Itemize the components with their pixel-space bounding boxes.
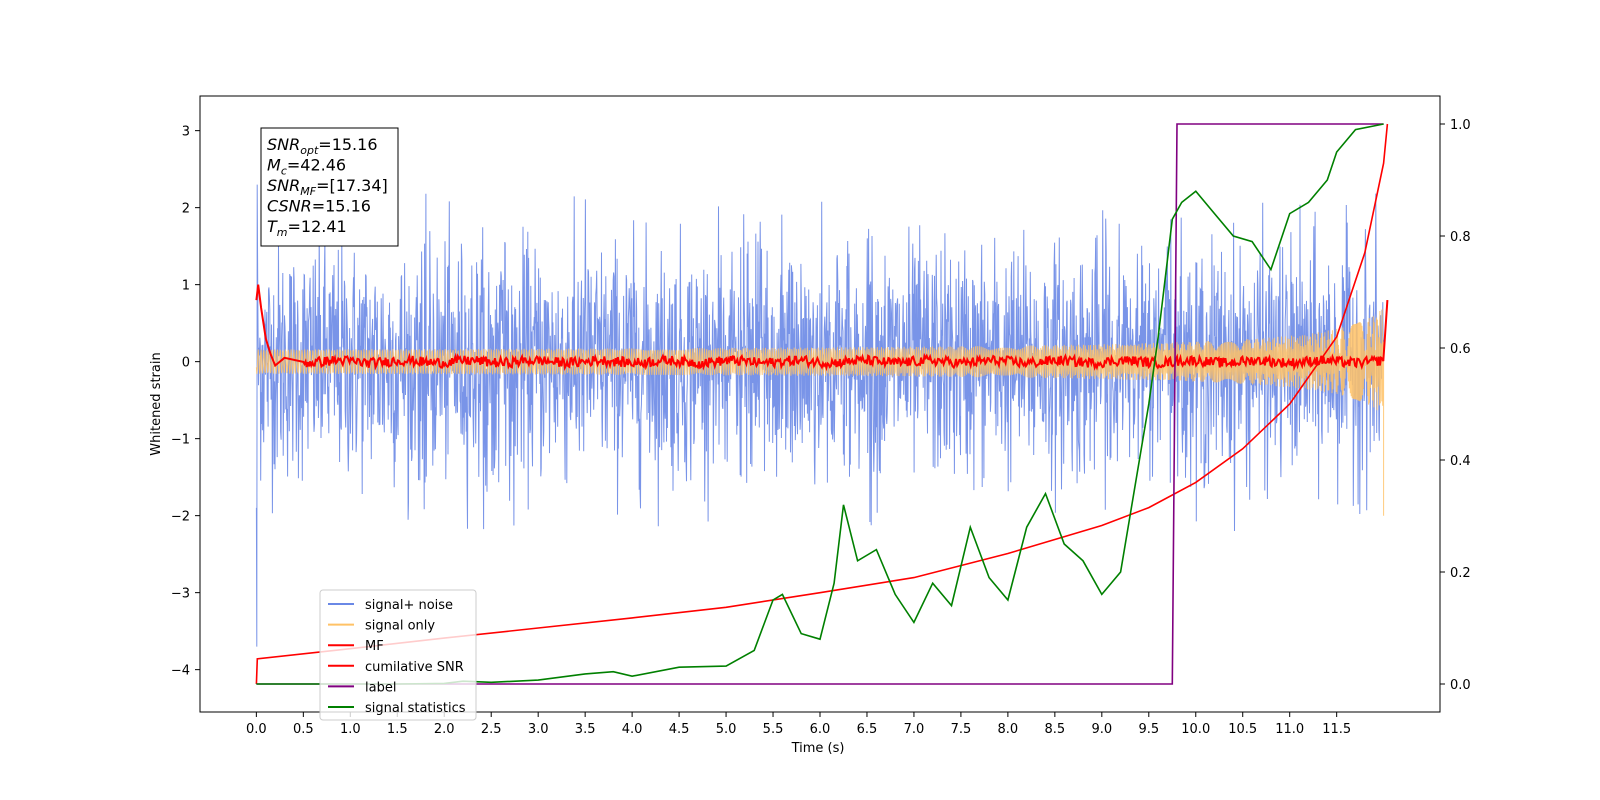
series-signal-only bbox=[255, 309, 1385, 516]
y-axis-left: 3 2 1 0 −1 −2 −3 −4 bbox=[171, 125, 200, 679]
series-signal-noise bbox=[255, 184, 1385, 647]
x-tick-label: 2.0 bbox=[434, 722, 455, 737]
legend-label: cumilative SNR bbox=[365, 660, 464, 675]
y-axis-label: Whitened strain bbox=[149, 352, 164, 455]
x-tick-label: 5.0 bbox=[716, 722, 737, 737]
legend: signal+ noise signal only MF cumilative SNR… bbox=[319, 589, 477, 721]
x-tick-label: 9.5 bbox=[1138, 722, 1159, 737]
x-tick-label: 11.0 bbox=[1275, 722, 1304, 737]
y-axis-right: 1.0 0.8 0.6 0.4 0.2 0.0 bbox=[1440, 118, 1471, 693]
x-tick-label: 4.0 bbox=[622, 722, 643, 737]
x-tick-label: 8.5 bbox=[1045, 722, 1066, 737]
y-right-tick-label: 0.6 bbox=[1450, 342, 1471, 357]
legend-label: MF bbox=[365, 639, 384, 654]
info-line: Tm=12.41 bbox=[267, 217, 347, 239]
series-label bbox=[256, 123, 1384, 685]
x-tick-label: 10.0 bbox=[1181, 722, 1210, 737]
x-tick-label: 1.0 bbox=[340, 722, 361, 737]
x-tick-label: 3.0 bbox=[528, 722, 549, 737]
x-tick-label: 9.0 bbox=[1091, 722, 1112, 737]
y-right-tick-label: 0.4 bbox=[1450, 454, 1471, 469]
legend-label: signal+ noise bbox=[365, 598, 453, 613]
legend-frame bbox=[319, 589, 477, 721]
series-signal-statistics bbox=[256, 123, 1384, 685]
x-tick-label: 8.0 bbox=[998, 722, 1019, 737]
info-line: CSNR=15.16 bbox=[267, 197, 371, 216]
info-box: SNRopt=15.16Mc=42.46SNRMF=[17.34]CSNR=15… bbox=[260, 127, 399, 247]
y-tick-label: −2 bbox=[171, 510, 190, 525]
info-line: SNRMF=[17.34] bbox=[267, 176, 388, 198]
y-tick-label: −1 bbox=[171, 433, 190, 448]
y-tick-label: 0 bbox=[182, 356, 190, 371]
info-line: Mc=42.46 bbox=[267, 156, 346, 178]
legend-label: label bbox=[365, 680, 396, 695]
x-tick-label: 10.5 bbox=[1228, 722, 1257, 737]
legend-label: signal only bbox=[365, 619, 435, 634]
x-tick-label: 6.0 bbox=[810, 722, 831, 737]
x-tick-label: 6.5 bbox=[857, 722, 878, 737]
info-box-frame bbox=[260, 127, 399, 247]
y-tick-label: 2 bbox=[182, 202, 190, 217]
x-axis-label: Time (s) bbox=[791, 741, 845, 756]
y-right-tick-label: 1.0 bbox=[1450, 118, 1471, 133]
x-tick-label: 0.5 bbox=[293, 722, 314, 737]
x-tick-label: 0.0 bbox=[246, 722, 267, 737]
y-tick-label: 3 bbox=[182, 125, 190, 140]
legend-label: signal statistics bbox=[365, 701, 466, 716]
y-right-tick-label: 0.0 bbox=[1450, 678, 1471, 693]
y-tick-label: 1 bbox=[182, 279, 190, 294]
x-tick-label: 7.0 bbox=[904, 722, 925, 737]
y-tick-label: −3 bbox=[171, 587, 190, 602]
x-tick-label: 11.5 bbox=[1322, 722, 1351, 737]
x-tick-label: 7.5 bbox=[951, 722, 972, 737]
y-tick-label: −4 bbox=[171, 664, 190, 679]
x-tick-label: 1.5 bbox=[387, 722, 408, 737]
info-line: SNRopt=15.16 bbox=[267, 135, 378, 157]
x-tick-label: 2.5 bbox=[481, 722, 502, 737]
series-mf bbox=[255, 284, 1389, 372]
y-right-tick-label: 0.2 bbox=[1450, 566, 1471, 581]
x-tick-label: 4.5 bbox=[669, 722, 690, 737]
x-tick-label: 3.5 bbox=[575, 722, 596, 737]
y-right-tick-label: 0.8 bbox=[1450, 230, 1471, 245]
x-axis: 0.0 0.5 1.0 1.5 2.0 2.5 3.0 3.5 4.0 4.5 5.0 5.5 6.0 6… bbox=[246, 712, 1351, 737]
x-tick-label: 5.5 bbox=[763, 722, 784, 737]
